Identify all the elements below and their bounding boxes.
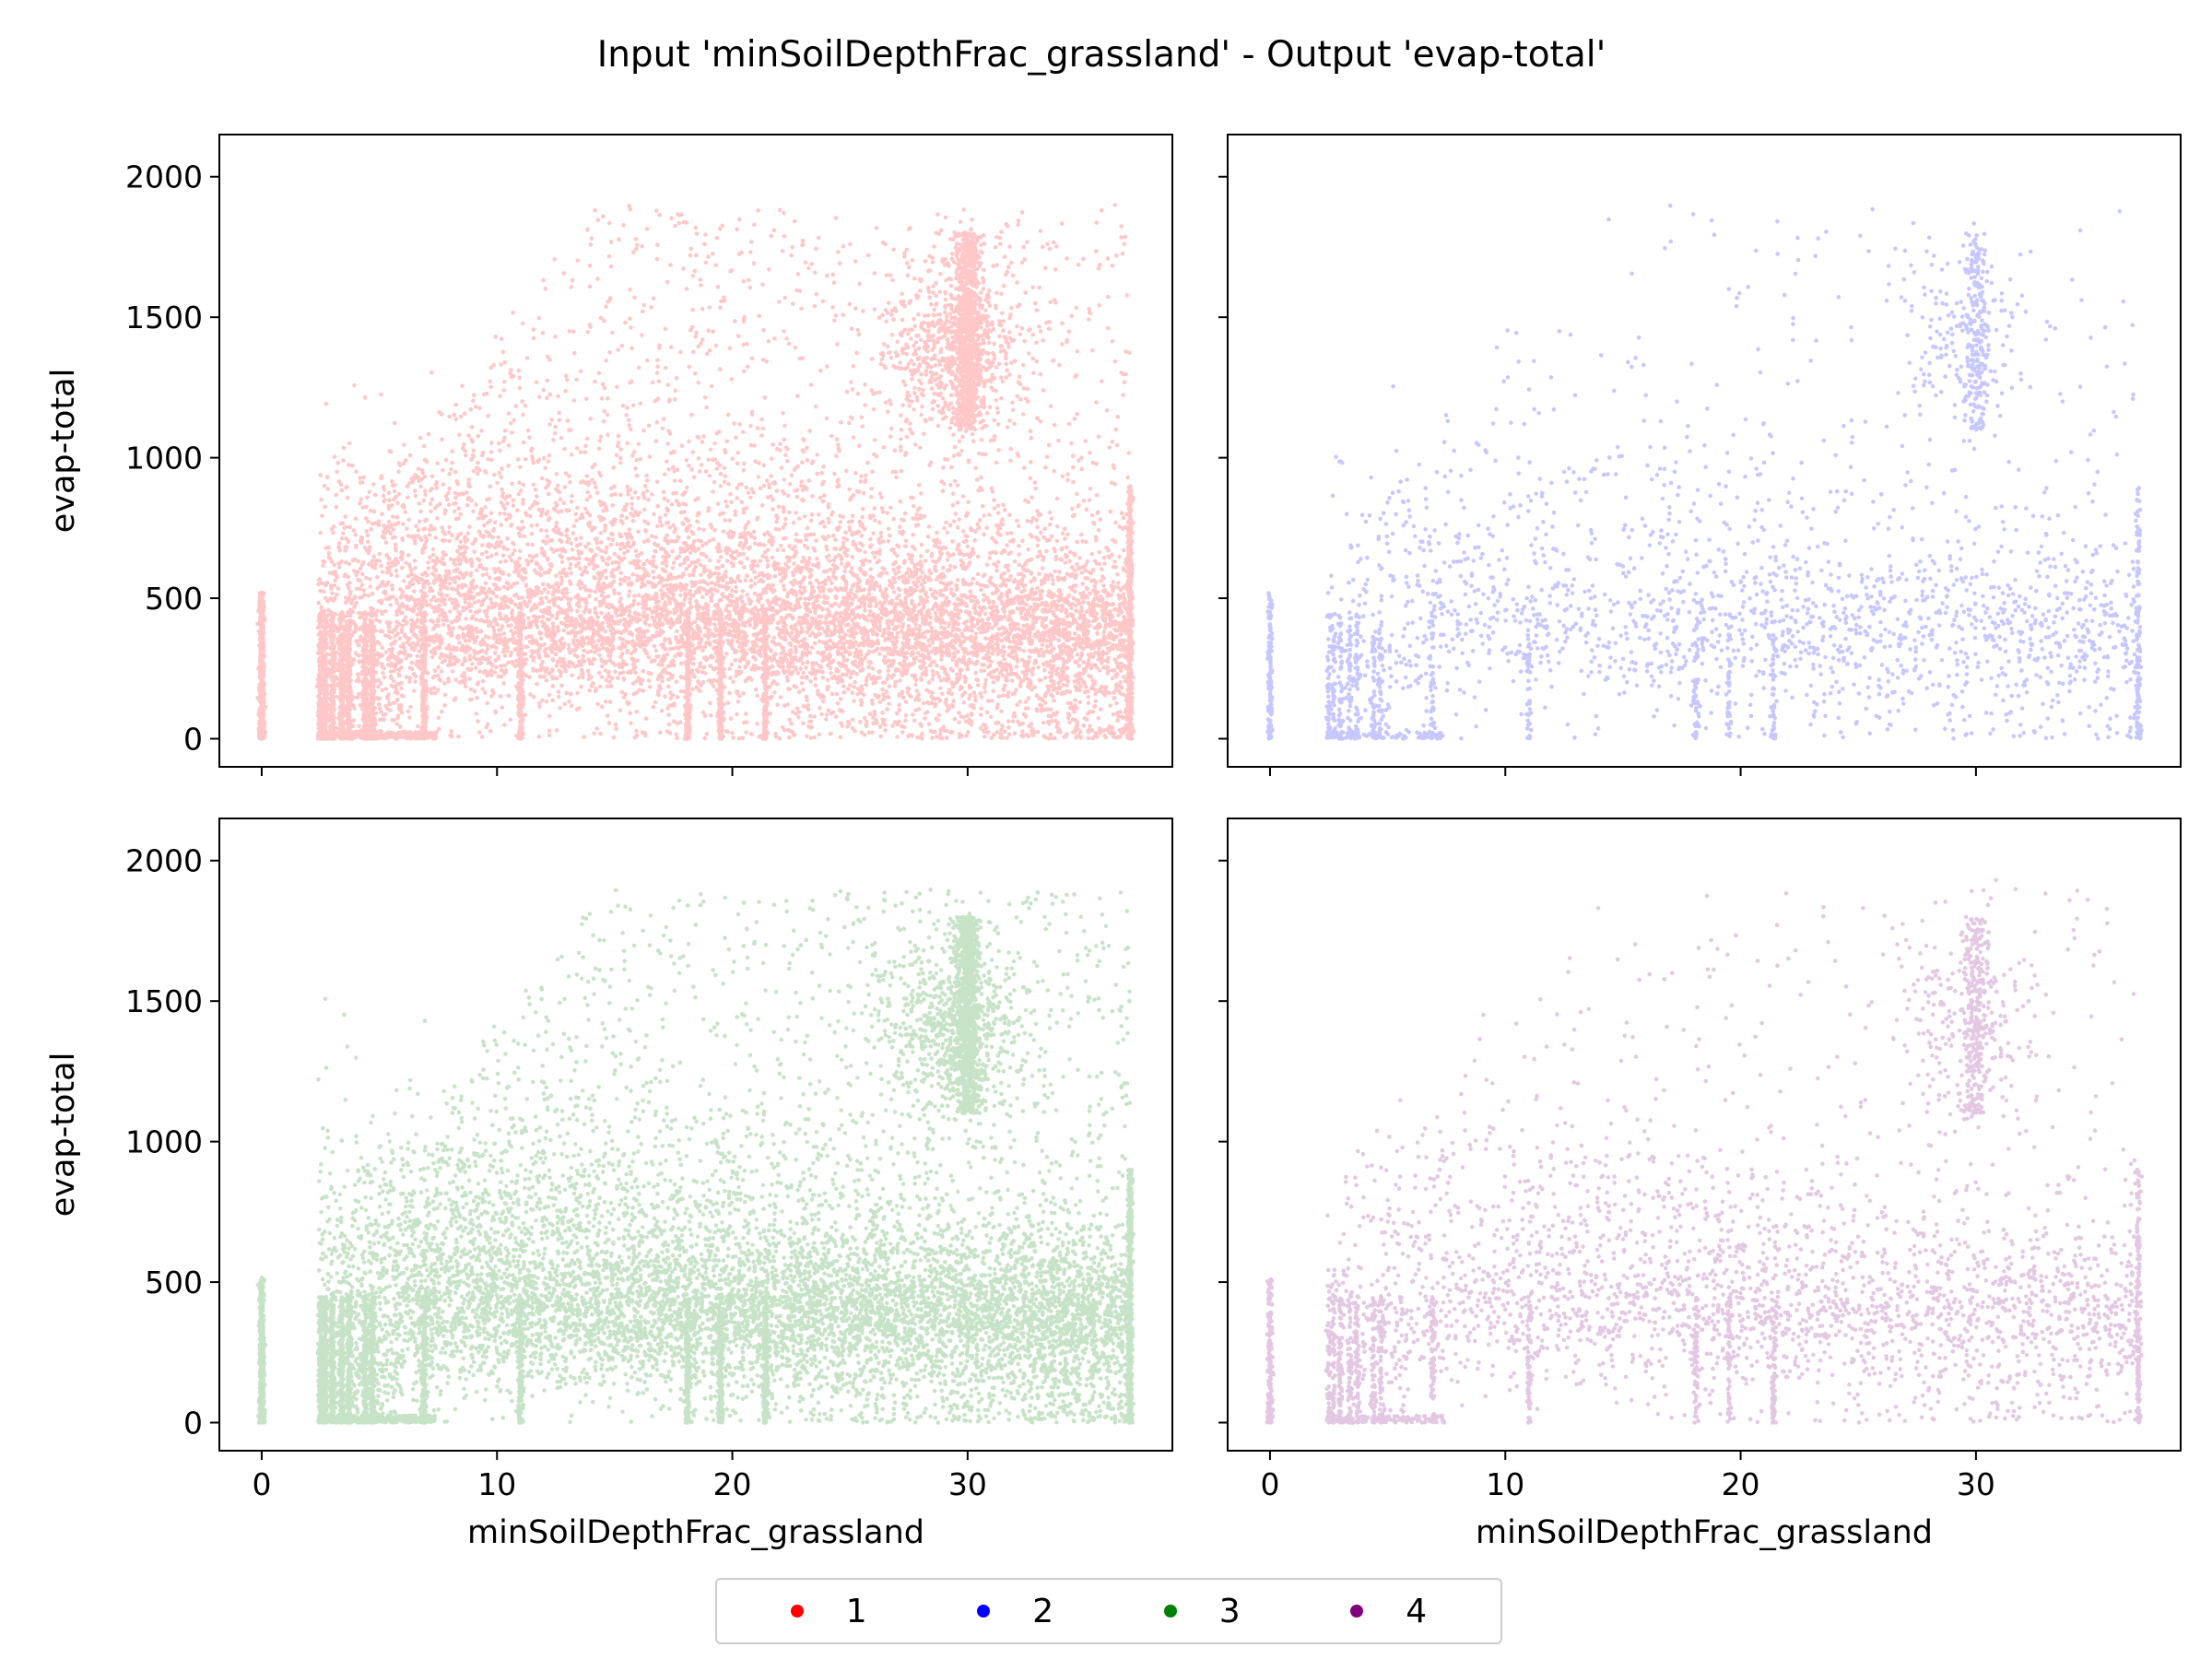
scatter-panel-3: 0 10 20 30 0 500 1000 1500 2000 minSoilDepthFrac_…	[45, 818, 1173, 1551]
y-tick-label: 1000	[125, 1124, 203, 1160]
legend-marker-3	[1163, 1605, 1177, 1618]
y-tick-label: 0	[183, 1406, 203, 1441]
scatter-markers	[255, 203, 1135, 741]
legend-item-2: 2	[977, 1593, 1053, 1630]
y-tick-label: 500	[145, 1265, 203, 1300]
scatter-points-4	[1265, 877, 2145, 1425]
legend-item-3: 3	[1163, 1592, 1241, 1630]
legend-item-1: 1	[790, 1592, 867, 1630]
scatter-markers	[255, 887, 1136, 1425]
scatter-panel-1: 0 500 1000 1500 2000 evap-total	[45, 134, 1173, 776]
scatter-panel-2	[1218, 134, 2182, 776]
y-tick-label: 1500	[125, 300, 203, 335]
y-tick-label: 0	[183, 722, 203, 758]
y-tick-label: 1000	[125, 441, 203, 477]
y-tick-label: 1500	[125, 983, 203, 1019]
legend-marker-4	[1350, 1605, 1364, 1618]
y-tick-label: 500	[145, 581, 203, 617]
scatter-panel-4: 0 10 20 30 minSoilDepthFrac_grassland	[1218, 818, 2182, 1551]
legend-label-2: 2	[1032, 1592, 1054, 1630]
x-tick-label: 20	[713, 1466, 752, 1502]
axes-frame-1	[218, 134, 1173, 768]
scatter-markers	[1265, 877, 2145, 1425]
scatter-points-1	[255, 203, 1135, 741]
scatter-points-3	[255, 887, 1136, 1425]
y-tick-label: 2000	[125, 843, 203, 879]
legend: 1 2 3 4	[715, 1578, 1502, 1644]
legend-label-1: 1	[845, 1592, 867, 1630]
axes-frame-4	[1227, 818, 2182, 1452]
x-tick-label: 10	[477, 1466, 516, 1502]
scatter-markers	[1265, 203, 2144, 741]
legend-item-4: 4	[1350, 1593, 1427, 1630]
x-tick-label: 20	[1722, 1466, 1760, 1502]
legend-label-4: 4	[1406, 1592, 1428, 1630]
x-tick-label: 0	[252, 1466, 271, 1502]
y-axis-label: evap-total	[45, 1053, 82, 1218]
legend-marker-1	[790, 1605, 804, 1618]
legend-label-3: 3	[1218, 1592, 1241, 1630]
x-tick-label: 10	[1486, 1466, 1524, 1502]
x-tick-label: 0	[1260, 1466, 1279, 1502]
y-axis-label: evap-total	[45, 369, 82, 534]
legend-marker-2	[977, 1605, 991, 1618]
axes-frame-3	[218, 818, 1173, 1452]
x-axis-label: minSoilDepthFrac_grassland	[1476, 1514, 1933, 1551]
scatter-points-2	[1265, 203, 2144, 741]
x-tick-label: 30	[948, 1466, 987, 1502]
x-axis-label: minSoilDepthFrac_grassland	[467, 1514, 924, 1551]
axes-frame-2	[1227, 134, 2182, 768]
y-tick-label: 2000	[125, 159, 203, 195]
x-tick-label: 30	[1957, 1466, 1995, 1502]
figure-title: Input 'minSoilDepthFrac_grassland' - Out…	[597, 34, 1606, 76]
